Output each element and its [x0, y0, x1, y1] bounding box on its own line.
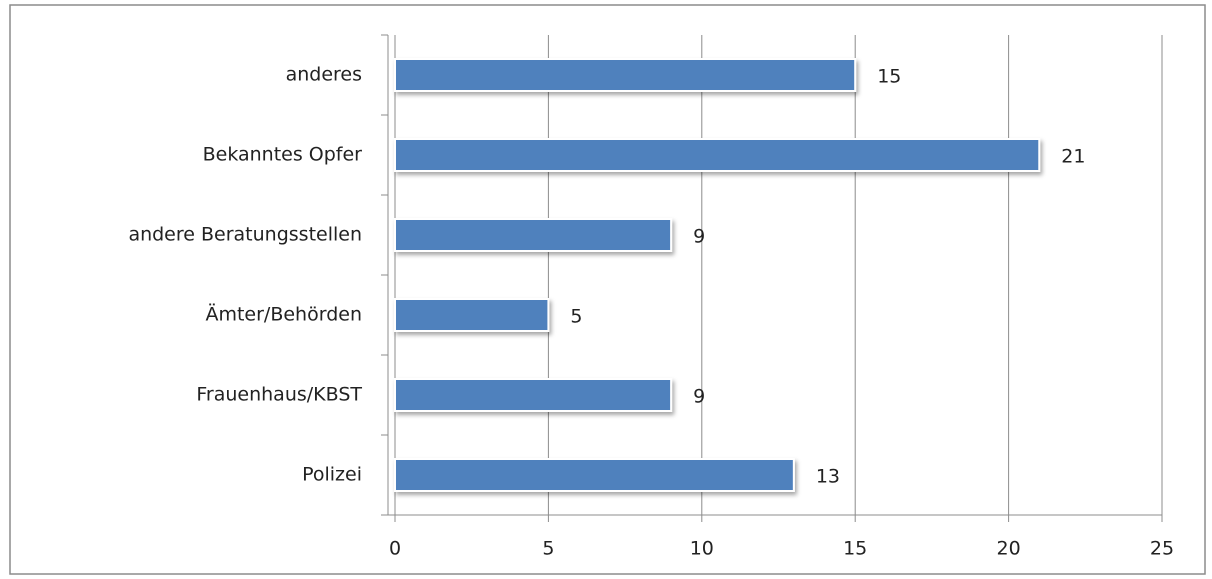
bar	[394, 138, 1041, 172]
y-tick-label: anderes	[286, 64, 362, 86]
bar	[394, 218, 673, 252]
bar	[394, 378, 673, 412]
data-label: 5	[570, 306, 582, 328]
y-tick-label: Polizei	[302, 464, 362, 486]
y-tick-label: Ämter/Behörden	[205, 303, 362, 326]
data-label: 13	[816, 466, 840, 488]
x-tick-label: 15	[843, 538, 867, 560]
bar	[394, 458, 795, 492]
x-tick-label: 25	[1150, 538, 1174, 560]
x-tick-label: 10	[690, 538, 714, 560]
bar	[394, 58, 857, 92]
x-tick-label: 20	[997, 538, 1021, 560]
x-tick-label: 0	[389, 538, 401, 560]
y-tick-label: Bekanntes Opfer	[203, 144, 363, 166]
x-tick-label: 5	[542, 538, 554, 560]
y-tick-label: Frauenhaus/KBST	[196, 384, 362, 406]
y-tick-label: andere Beratungsstellen	[128, 224, 362, 246]
data-label: 21	[1061, 146, 1085, 168]
data-label: 9	[693, 226, 705, 248]
data-label: 15	[877, 66, 901, 88]
bar	[394, 298, 550, 332]
data-label: 9	[693, 386, 705, 408]
